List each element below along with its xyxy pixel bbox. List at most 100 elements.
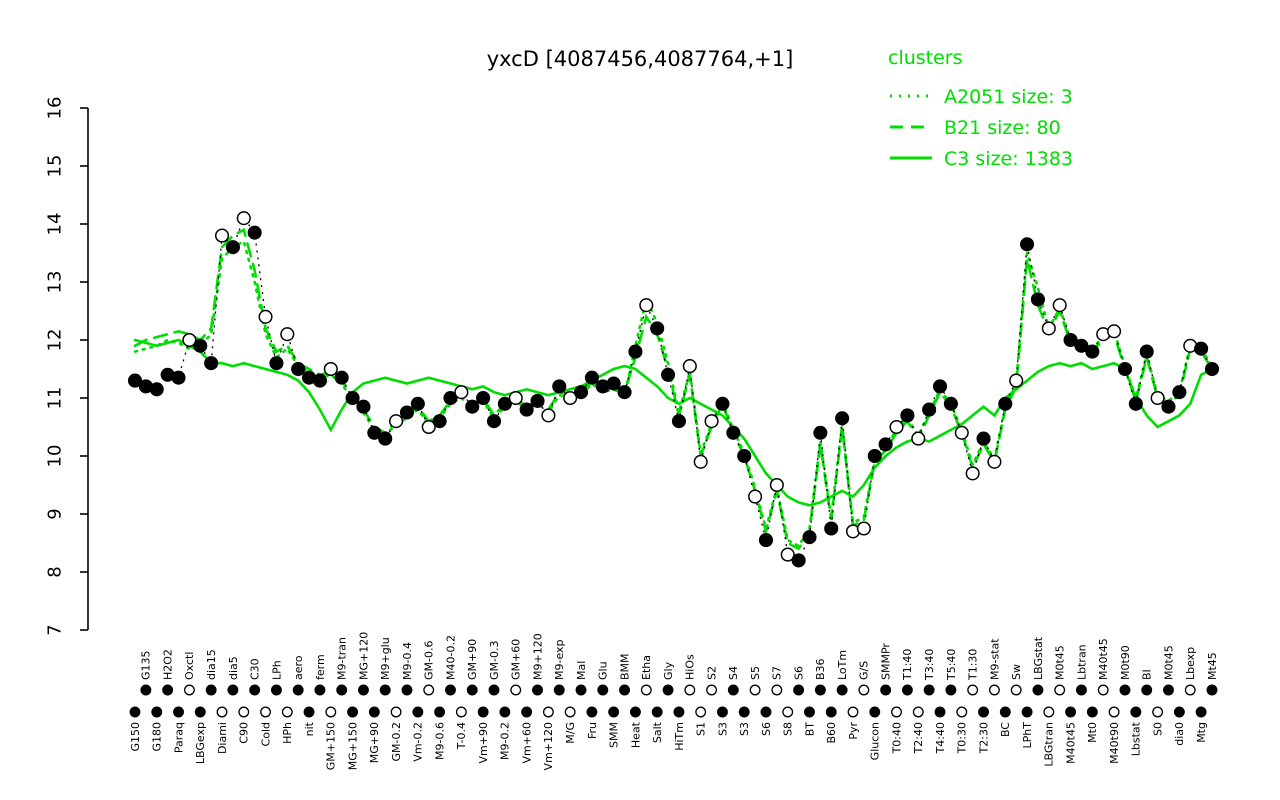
condition-label: Mt0 xyxy=(1086,722,1099,743)
y-tick-label: 14 xyxy=(44,213,65,236)
condition-label: M40t45 xyxy=(1097,638,1110,680)
y-tick-label: 7 xyxy=(44,624,65,635)
y-axis: 7 8 9 10 11 12 13 14 15 16 xyxy=(44,97,89,636)
condition-marker xyxy=(379,684,391,696)
condition-label: Lbtran xyxy=(1075,644,1088,680)
condition-marker xyxy=(249,684,261,696)
data-point-open xyxy=(911,431,926,446)
condition-label: M0t45 xyxy=(1054,645,1067,680)
condition-label: dia15 xyxy=(205,649,218,680)
data-point-filled xyxy=(1128,396,1143,411)
condition-label: dia5 xyxy=(227,656,240,680)
data-points xyxy=(127,211,1220,568)
condition-marker xyxy=(477,706,489,718)
data-point-filled xyxy=(204,356,219,371)
condition-marker xyxy=(499,706,511,718)
condition-marker xyxy=(804,706,815,718)
data-point-open xyxy=(987,454,1002,469)
data-point-open xyxy=(508,390,523,406)
data-point-filled xyxy=(432,414,447,429)
data-point-filled xyxy=(552,379,567,394)
condition-label: M9+glu xyxy=(379,637,392,680)
condition-label: BI xyxy=(1141,669,1154,680)
condition-marker xyxy=(771,684,783,696)
condition-label: Fru xyxy=(586,722,599,739)
data-point-filled xyxy=(661,367,676,382)
condition-label: M0t45 xyxy=(1162,645,1175,680)
condition-label: M/G xyxy=(564,722,577,744)
data-point-filled xyxy=(497,396,512,411)
condition-label: LBGtran xyxy=(1043,722,1056,767)
data-point-open xyxy=(1009,373,1024,388)
condition-marker xyxy=(684,684,696,696)
data-point-filled xyxy=(650,321,665,336)
condition-marker xyxy=(945,684,957,696)
condition-marker xyxy=(325,706,337,718)
legend-entry-a2051: A2051 size: 3 xyxy=(944,86,1073,108)
data-point-open xyxy=(236,211,251,226)
condition-label: G135 xyxy=(140,650,153,680)
data-point-open xyxy=(323,361,338,377)
data-point-filled xyxy=(410,396,425,411)
condition-label: S6 xyxy=(792,666,805,680)
data-point-filled xyxy=(312,373,327,388)
condition-marker xyxy=(619,684,630,696)
condition-label: nit xyxy=(303,721,316,736)
condition-label: M9-exp xyxy=(553,639,566,680)
condition-marker xyxy=(281,706,293,718)
condition-marker xyxy=(706,684,718,696)
condition-label: Gly xyxy=(662,661,675,680)
condition-label: BC xyxy=(999,722,1012,737)
condition-marker xyxy=(1206,684,1218,696)
data-point-open xyxy=(954,425,969,440)
condition-label: Vm+90 xyxy=(477,722,490,763)
data-point-filled xyxy=(225,240,240,255)
condition-marker xyxy=(988,684,1000,696)
condition-marker xyxy=(292,684,304,696)
condition-marker xyxy=(314,684,326,696)
condition-marker xyxy=(521,706,533,718)
condition-marker xyxy=(1097,684,1109,696)
condition-marker xyxy=(1163,684,1174,696)
legend: clusters A2051 size: 3 B21 size: 80 C3 s… xyxy=(888,47,1073,170)
condition-marker xyxy=(934,706,946,718)
condition-marker xyxy=(445,684,456,696)
data-point-open xyxy=(748,489,763,504)
condition-label: G180 xyxy=(151,722,164,752)
condition-label: C30 xyxy=(249,658,262,680)
condition-label: LPh xyxy=(270,660,283,680)
condition-marker xyxy=(738,706,750,718)
condition-marker xyxy=(825,706,837,718)
condition-marker xyxy=(1141,684,1153,696)
y-tick-label: 15 xyxy=(44,155,65,178)
data-point-open xyxy=(1150,390,1165,406)
condition-marker xyxy=(368,706,380,718)
condition-label: T1:40 xyxy=(901,649,914,681)
data-point-filled xyxy=(519,402,534,417)
data-point-filled xyxy=(628,344,643,359)
data-point-filled xyxy=(1063,332,1078,348)
data-point-filled xyxy=(900,408,915,423)
data-point-filled xyxy=(1085,344,1100,359)
condition-label: GM-0.2 xyxy=(390,722,403,761)
condition-label: BT xyxy=(803,722,816,737)
condition-label: T1:30 xyxy=(967,649,980,681)
condition-label: G/S xyxy=(858,661,871,680)
condition-marker xyxy=(640,684,652,696)
condition-label: Diami xyxy=(216,722,229,754)
condition-label: LoTm xyxy=(836,650,849,680)
legend-title: clusters xyxy=(888,47,963,69)
condition-label: Glu xyxy=(597,661,610,680)
condition-marker xyxy=(923,684,935,696)
condition-marker xyxy=(1152,706,1164,718)
data-point-filled xyxy=(726,425,741,440)
condition-marker xyxy=(553,684,565,696)
condition-marker xyxy=(662,684,674,696)
condition-marker xyxy=(173,706,184,718)
condition-marker xyxy=(597,684,609,696)
condition-label: S2 xyxy=(705,666,718,680)
condition-marker xyxy=(695,706,707,718)
condition-label: S5 xyxy=(749,666,762,680)
condition-marker xyxy=(129,706,141,718)
condition-marker xyxy=(1010,684,1022,696)
